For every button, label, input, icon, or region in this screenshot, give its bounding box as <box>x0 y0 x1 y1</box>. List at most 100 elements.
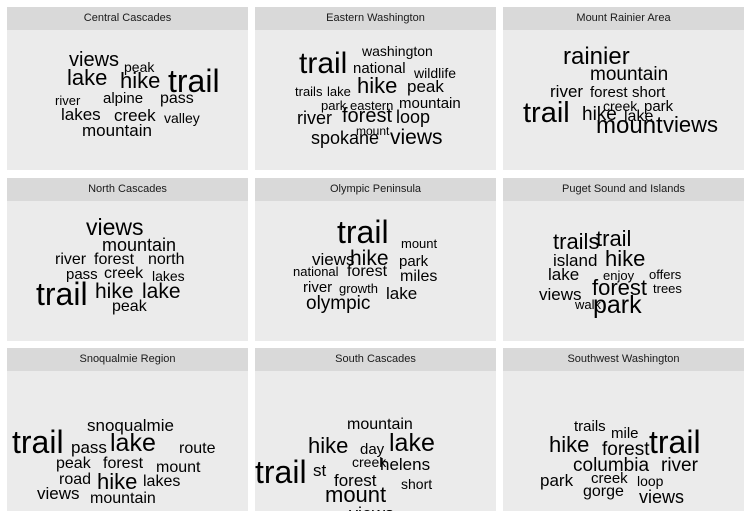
word-label: pass <box>71 438 107 457</box>
word-label: mountain <box>590 64 669 85</box>
word-label: forest <box>347 263 388 280</box>
word-label: peak <box>112 298 147 315</box>
word-label: river <box>661 455 698 476</box>
word-label: national <box>293 264 339 279</box>
word-label: creek <box>352 454 387 470</box>
word-label: trail <box>596 226 632 251</box>
word-label: forest <box>334 471 377 490</box>
word-label: road <box>59 471 92 488</box>
word-label: forest <box>592 275 648 300</box>
word-label: views <box>37 484 80 503</box>
word-label: views <box>312 250 355 269</box>
word-label: trail <box>649 424 701 460</box>
word-label: forest <box>590 84 628 101</box>
word-label: hike <box>308 433 349 458</box>
word-label: eastern <box>350 98 394 113</box>
word-label: mount <box>596 112 663 139</box>
word-label: mountain <box>82 121 152 140</box>
word-label: enjoy <box>603 268 635 283</box>
word-label: forest <box>94 251 135 268</box>
word-label: lakes <box>152 268 185 284</box>
word-label: lake <box>386 284 418 303</box>
word-label: valley <box>164 110 200 126</box>
word-label: trail <box>255 454 307 490</box>
word-label: river <box>303 279 333 296</box>
word-label: pass <box>160 90 194 107</box>
word-label: peak <box>124 59 155 75</box>
word-label: mount <box>401 236 438 251</box>
word-label: washington <box>362 43 433 59</box>
word-label: park <box>593 291 642 319</box>
word-label: mile <box>611 425 639 442</box>
facet-panel: North Cascades views mountain river forest no… <box>7 178 248 341</box>
word-label: mount <box>356 124 390 138</box>
word-label: pass <box>66 266 98 283</box>
word-label: views <box>390 126 443 149</box>
word-label: route <box>179 440 216 457</box>
word-label: alpine <box>103 90 144 107</box>
word-label: hike <box>357 73 398 98</box>
word-label: forest <box>103 455 144 472</box>
word-label: trail <box>523 97 570 129</box>
word-label: views <box>663 112 719 137</box>
word-label: trail <box>299 47 348 80</box>
word-label: hike <box>97 469 138 494</box>
word-label: growth <box>339 281 379 296</box>
word-label: st <box>313 461 327 480</box>
word-label: forest <box>342 105 393 127</box>
word-label: trail <box>337 214 389 250</box>
word-label: island <box>553 251 598 270</box>
word-label: hike <box>549 432 590 457</box>
word-label: hike <box>582 104 617 125</box>
facet-title: Eastern Washington <box>255 7 496 30</box>
facet-panel: South Cascades mountain hike day lake creek he… <box>255 348 496 511</box>
facet-panel: Snoqualmie Region snoqualmie trail pass lake… <box>7 348 248 511</box>
word-label: spokane <box>311 128 380 148</box>
word-label: hike <box>95 280 134 303</box>
word-label: offers <box>649 267 682 282</box>
word-label: views <box>86 214 144 240</box>
word-label: river <box>55 251 87 268</box>
word-label: short <box>632 84 666 101</box>
facet-panel: Mount Rainier Area rainier mountain river fo… <box>503 7 744 170</box>
word-label: mountain <box>90 490 156 507</box>
word-label: hike <box>120 68 161 93</box>
word-label: miles <box>400 268 438 285</box>
word-label: trees <box>653 281 682 296</box>
word-label: loop <box>637 473 664 489</box>
word-label: loop <box>396 107 431 127</box>
facet-title: South Cascades <box>255 348 496 371</box>
facet-title: Mount Rainier Area <box>503 7 744 30</box>
word-label: lakes <box>143 473 181 490</box>
word-label: river <box>550 82 584 101</box>
facet-panel: Puget Sound and Islands trails trail island… <box>503 178 744 341</box>
word-label: park <box>321 98 347 113</box>
word-label: forest <box>602 439 650 460</box>
word-label: river <box>297 108 332 128</box>
word-label: trails <box>574 418 606 435</box>
word-label: creek <box>114 106 156 125</box>
word-label: mountain <box>399 95 461 112</box>
word-label: columbia <box>573 455 650 476</box>
word-label: national <box>353 60 406 77</box>
word-label: gorge <box>583 483 624 500</box>
word-label: peak <box>407 77 444 96</box>
word-label: rainier <box>563 43 630 70</box>
word-label: creek <box>104 265 144 282</box>
word-label: lake <box>548 265 580 284</box>
word-label: trail <box>12 424 64 460</box>
word-label: trails <box>553 229 600 254</box>
word-label: creek <box>603 98 638 114</box>
word-label: river <box>55 93 81 108</box>
word-label: peak <box>56 455 91 472</box>
word-label: trails <box>295 84 323 99</box>
facet-title: Southwest Washington <box>503 348 744 371</box>
word-label: lakes <box>61 105 101 124</box>
word-label: mount <box>156 459 201 476</box>
word-label: trail <box>36 276 88 312</box>
word-label: creek <box>591 470 628 487</box>
word-label: views <box>639 487 685 507</box>
word-label: day <box>360 441 385 458</box>
word-label: lake <box>327 84 351 99</box>
facet-panel: Olympic Peninsula trail views mount hike park… <box>255 178 496 341</box>
